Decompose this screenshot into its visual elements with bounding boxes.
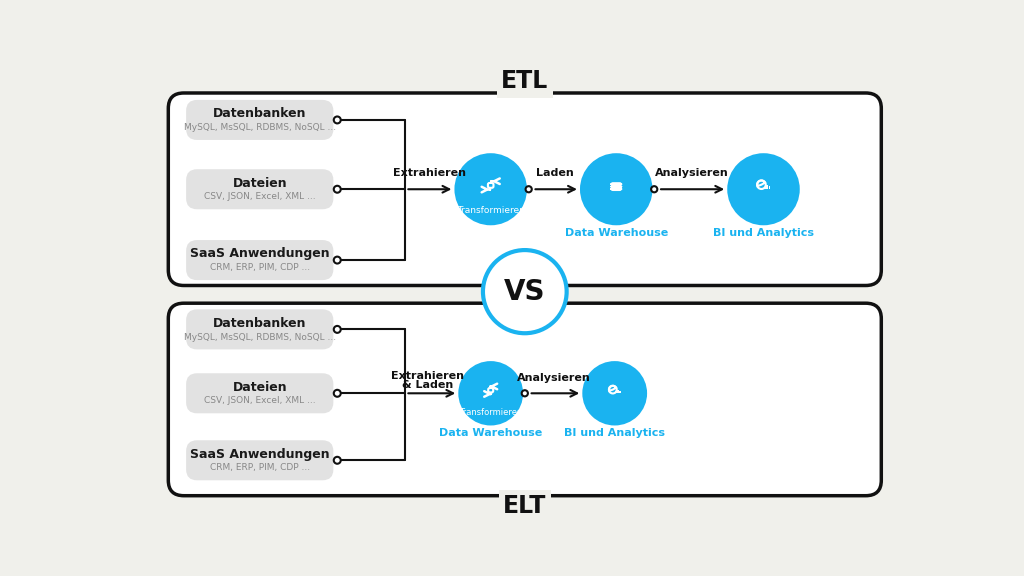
Circle shape: [456, 154, 525, 224]
Text: ELT: ELT: [503, 494, 547, 518]
Text: & Laden: & Laden: [402, 380, 454, 390]
Circle shape: [334, 457, 341, 464]
Text: Extrahieren: Extrahieren: [393, 168, 466, 179]
Circle shape: [334, 186, 341, 193]
Text: Dateien: Dateien: [232, 381, 287, 393]
Circle shape: [584, 362, 646, 424]
Circle shape: [525, 186, 531, 192]
Text: MySQL, MsSQL, RDBMS, NoSQL ...: MySQL, MsSQL, RDBMS, NoSQL ...: [183, 123, 336, 132]
Circle shape: [460, 362, 521, 424]
Text: MySQL, MsSQL, RDBMS, NoSQL ...: MySQL, MsSQL, RDBMS, NoSQL ...: [183, 332, 336, 342]
Circle shape: [334, 116, 341, 123]
Bar: [617, 390, 618, 393]
FancyBboxPatch shape: [186, 240, 334, 280]
Text: SaaS Anwendungen: SaaS Anwendungen: [189, 448, 330, 461]
Text: Laden: Laden: [537, 168, 573, 179]
Circle shape: [334, 257, 341, 264]
Text: Dateien: Dateien: [232, 177, 287, 190]
Text: BI und Analytics: BI und Analytics: [713, 228, 814, 238]
Bar: [769, 186, 770, 189]
FancyBboxPatch shape: [168, 93, 882, 286]
Text: Datenbanken: Datenbanken: [213, 317, 306, 329]
Text: VS: VS: [504, 278, 546, 306]
FancyBboxPatch shape: [186, 373, 334, 414]
Circle shape: [618, 188, 621, 190]
Text: Transformieren: Transformieren: [459, 408, 522, 417]
Circle shape: [618, 184, 621, 185]
Circle shape: [729, 154, 799, 224]
Text: Analysieren: Analysieren: [517, 373, 591, 382]
Circle shape: [582, 154, 651, 224]
Text: Extrahieren: Extrahieren: [391, 371, 465, 381]
Circle shape: [334, 326, 341, 333]
Circle shape: [521, 390, 528, 396]
FancyBboxPatch shape: [186, 100, 334, 140]
FancyBboxPatch shape: [186, 440, 334, 480]
Text: SaaS Anwendungen: SaaS Anwendungen: [189, 248, 330, 260]
Text: CSV, JSON, Excel, XML ...: CSV, JSON, Excel, XML ...: [204, 192, 315, 202]
Text: Data Warehouse: Data Warehouse: [439, 429, 543, 438]
Text: CSV, JSON, Excel, XML ...: CSV, JSON, Excel, XML ...: [204, 396, 315, 406]
FancyBboxPatch shape: [186, 309, 334, 350]
Circle shape: [651, 186, 657, 192]
Text: Analysieren: Analysieren: [654, 168, 728, 179]
Circle shape: [334, 390, 341, 397]
Text: BI und Analytics: BI und Analytics: [564, 429, 666, 438]
Text: Transformieren: Transformieren: [457, 206, 524, 215]
Text: Data Warehouse: Data Warehouse: [564, 228, 668, 238]
Text: CRM, ERP, PIM, CDP ...: CRM, ERP, PIM, CDP ...: [210, 464, 310, 472]
Circle shape: [618, 186, 621, 187]
Bar: [766, 185, 768, 189]
Bar: [615, 392, 616, 393]
Bar: [620, 391, 621, 393]
Text: ETL: ETL: [501, 70, 549, 93]
Text: CRM, ERP, PIM, CDP ...: CRM, ERP, PIM, CDP ...: [210, 263, 310, 272]
Circle shape: [483, 250, 566, 334]
Bar: [764, 187, 766, 189]
Text: Datenbanken: Datenbanken: [213, 107, 306, 120]
FancyBboxPatch shape: [186, 169, 334, 209]
FancyBboxPatch shape: [168, 303, 882, 496]
